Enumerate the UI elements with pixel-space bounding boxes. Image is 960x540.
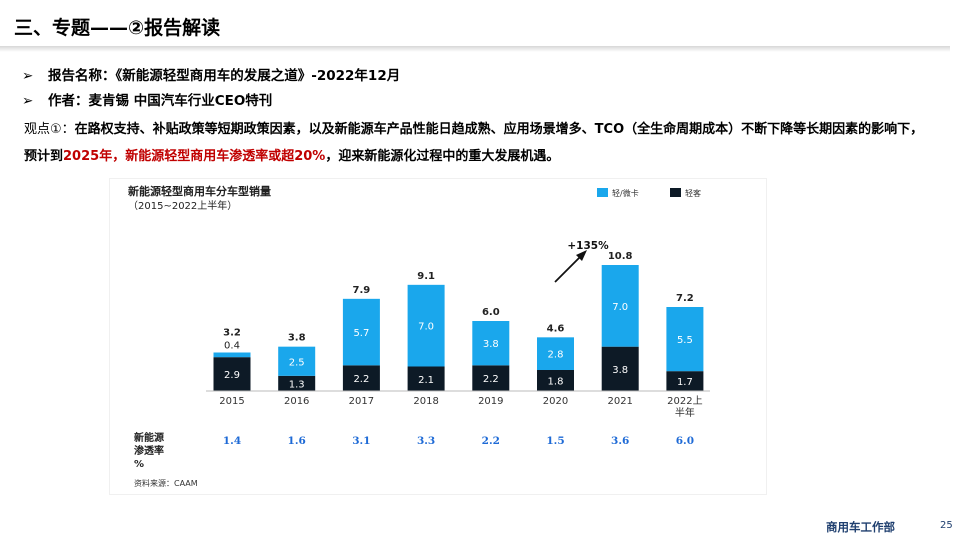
penetration-value: 3.3: [417, 435, 435, 447]
bar-value-label: 2.9: [224, 370, 240, 381]
penetration-value: 1.5: [546, 435, 564, 447]
bar-value-label: 2.2: [353, 374, 369, 385]
growth-arrow-shaft: [554, 254, 583, 283]
bar-segment-light-bus: [407, 366, 445, 391]
bar-segment-light-truck: [472, 321, 510, 366]
slide-title: 三、专题——②报告解读: [14, 17, 221, 39]
chart-image: 新能源轻型商用车分车型销量 （2015~2022上半年） 轻/微卡 轻客 2.9 0.4 3…: [110, 179, 766, 494]
bar-segment-light-bus: [601, 346, 639, 391]
bar-segment-light-truck: [537, 337, 574, 370]
bar-segment-light-bus: [278, 375, 316, 391]
bar-value-label: 3.8: [483, 339, 499, 350]
bar-total-label: 6.0: [482, 307, 500, 318]
chart-title: 新能源轻型商用车分车型销量: [128, 184, 271, 198]
viewpoint-highlight: 2025年，新能源轻型商用车渗透率或超20%: [63, 149, 326, 164]
x-tick-label: 2022上: [667, 395, 702, 407]
bullet-text: 作者：麦肯锡 中国汽车行业CEO特刊: [48, 93, 273, 109]
penetration-value: 6.0: [676, 435, 694, 447]
x-tick-label: 2021: [607, 396, 632, 407]
chart-source: 资料来源：CAAM: [134, 478, 198, 488]
penetration-value: 2.2: [482, 435, 500, 447]
bar-total-label: 10.8: [608, 251, 633, 262]
bar-segment-light-truck: [278, 346, 316, 376]
bar-value-label: 5.7: [353, 328, 369, 339]
bullet-report-name: ➢ 报告名称：《新能源轻型商用车的发展之道》-2022年12月: [22, 64, 400, 84]
legend-label: 轻客: [685, 188, 701, 198]
bar-segment-light-bus: [666, 371, 704, 391]
bar-value-label: 5.5: [677, 335, 693, 346]
bullet-author: ➢ 作者：麦肯锡 中国汽车行业CEO特刊: [22, 89, 272, 109]
chart-subtitle: （2015~2022上半年）: [128, 199, 237, 212]
bar-value-label: 2.1: [418, 375, 434, 386]
title-divider: [0, 46, 950, 52]
bar-segment-light-truck: [601, 265, 639, 347]
x-tick-label: 2018: [413, 396, 438, 407]
bar-segment-light-truck: [407, 284, 445, 367]
title-bar: 三、专题——②报告解读: [0, 0, 960, 52]
bar-value-label: 7.0: [418, 322, 434, 333]
x-tick-label: 2019: [478, 396, 503, 407]
penetration-row-label: 渗透率: [134, 444, 164, 457]
bar-value-label: 1.3: [289, 379, 305, 390]
bar-total-label: 3.8: [288, 333, 306, 344]
bar-value-label: 7.0: [612, 302, 628, 313]
x-tick-label: 2020: [543, 396, 568, 407]
bar-value-label: 3.8: [612, 365, 628, 376]
legend-label: 轻/微卡: [612, 188, 639, 198]
penetration-value: 1.6: [288, 435, 306, 447]
legend-swatch: [670, 188, 681, 197]
bullet-text: 报告名称：《新能源轻型商用车的发展之道》-2022年12月: [48, 68, 401, 84]
penetration-row-label: %: [134, 459, 144, 470]
bar-segment-light-bus: [342, 365, 380, 391]
viewpoint-lead: 观点①：: [24, 122, 75, 137]
bar-total-label: 7.9: [353, 285, 371, 296]
growth-annotation: +135%: [567, 240, 609, 252]
x-tick-label: 2016: [284, 396, 309, 407]
bar-value-label: 2.2: [483, 374, 499, 385]
bar-value-label: 2.5: [289, 357, 305, 368]
bullet-arrow-icon: ➢: [22, 68, 34, 84]
viewpoint-text-1: 在路权支持、补贴政策等短期政策因素，以及新能源车产品性能日趋成熟、应用场景增多、…: [24, 122, 924, 164]
penetration-row-label: 新能源: [134, 431, 164, 444]
bar-value-label: 2.8: [548, 350, 564, 361]
stacked-bar-chart: 新能源轻型商用车分车型销量（2015~2022上半年） 轻/微卡 轻客 2.9 0.4 3…: [128, 184, 710, 488]
x-tick-label: 半年: [675, 406, 695, 419]
penetration-value: 1.4: [223, 435, 241, 447]
bar-segment-light-bus: [472, 365, 510, 391]
bar-segment-light-truck: [666, 307, 704, 372]
bar-total-label: 9.1: [417, 271, 435, 282]
bar-value-label: 1.7: [677, 377, 693, 388]
bar-total-label: 3.2: [223, 328, 241, 339]
bar-total-label: 7.2: [676, 293, 694, 304]
x-tick-label: 2017: [349, 396, 374, 407]
bar-segment-light-truck: [213, 352, 251, 358]
growth-arrow-head: [576, 250, 587, 261]
bar-total-label: 4.6: [547, 323, 565, 334]
penetration-value: 3.6: [611, 435, 629, 447]
bullet-arrow-icon: ➢: [22, 93, 34, 109]
bar-segment-light-bus: [213, 357, 251, 391]
page-number: 25: [940, 520, 953, 531]
viewpoint-paragraph: 观点①：在路权支持、补贴政策等短期政策因素，以及新能源车产品性能日趋成熟、应用场…: [24, 116, 934, 170]
bar-value-label: 0.4: [224, 341, 240, 352]
bar-segment-light-bus: [537, 370, 574, 391]
penetration-value: 3.1: [352, 435, 370, 447]
bar-segment-light-truck: [342, 298, 380, 366]
bar-value-label: 1.8: [548, 377, 564, 388]
x-tick-label: 2015: [219, 396, 244, 407]
viewpoint-text-2: ，迎来新能源化过程中的重大发展机遇。: [325, 149, 560, 164]
legend-swatch: [597, 188, 608, 197]
footer-department: 商用车工作部: [826, 520, 895, 534]
